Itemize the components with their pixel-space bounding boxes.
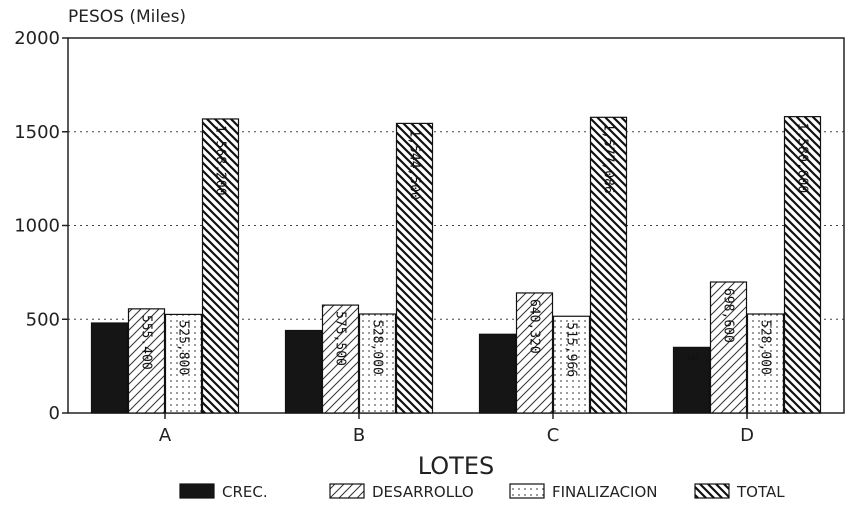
data-label: 515,966 bbox=[564, 322, 579, 377]
bar-total-b bbox=[395, 122, 434, 414]
bar-desarrollo-b bbox=[321, 304, 360, 414]
bar-total-c bbox=[589, 116, 628, 414]
bar-crec-b bbox=[284, 329, 323, 414]
data-label: 525,800 bbox=[176, 320, 191, 375]
bar-crec-c bbox=[478, 333, 517, 414]
y-tick-label: 500 bbox=[26, 309, 60, 330]
x-category-label: B bbox=[353, 425, 365, 446]
legend-label: DESARROLLO bbox=[372, 483, 474, 501]
data-label: 575,500 bbox=[333, 311, 348, 366]
x-category-label: A bbox=[159, 425, 172, 446]
bar-crec-a bbox=[90, 322, 129, 414]
bar-finalizacion-d bbox=[746, 313, 785, 414]
bar-total-d bbox=[783, 116, 822, 414]
data-label: 528,000 bbox=[370, 320, 385, 375]
legend-label: CREC. bbox=[222, 483, 268, 501]
legend-swatch bbox=[509, 483, 545, 499]
bar-total-a bbox=[201, 118, 240, 414]
bars: 555.400 525,800 1,568,200 575,500 528,000 1,5… bbox=[90, 116, 822, 414]
data-label: 640,320 bbox=[527, 299, 542, 354]
x-axis-label: LOTES bbox=[418, 452, 494, 480]
data-label: 698,600 bbox=[721, 288, 736, 343]
data-label: 1,580,600 bbox=[795, 123, 810, 193]
x-category-label: C bbox=[547, 425, 560, 446]
x-category-label: D bbox=[740, 425, 754, 446]
bar-desarrollo-a bbox=[127, 308, 166, 414]
data-label: 1,544,500 bbox=[407, 129, 422, 199]
bar-crec-d bbox=[672, 346, 711, 414]
y-tick-label: 2000 bbox=[14, 28, 60, 49]
x-category-labels: A B C D bbox=[159, 413, 754, 446]
bar-desarrollo-d bbox=[709, 281, 748, 414]
bar-finalizacion-c bbox=[552, 315, 591, 414]
data-label: 555.400 bbox=[139, 315, 154, 370]
legend-swatch bbox=[694, 483, 730, 499]
legend-label: TOTAL bbox=[736, 483, 785, 501]
data-label: 1,568,200 bbox=[213, 125, 228, 195]
data-label: 528,000 bbox=[758, 320, 773, 375]
y-tick-label: 1000 bbox=[14, 216, 60, 237]
bar-finalizacion-b bbox=[358, 313, 397, 414]
bar-finalizacion-a bbox=[164, 313, 203, 414]
y-axis-label: PESOS (Miles) bbox=[68, 7, 186, 27]
data-label: 3 bbox=[684, 353, 699, 361]
legend: CREC. DESARROLLO FINALIZACION TOTAL bbox=[179, 483, 785, 501]
y-ticks: 0 500 1000 1500 2000 bbox=[14, 28, 68, 424]
legend-swatch bbox=[179, 483, 215, 499]
legend-label: FINALIZACION bbox=[552, 483, 658, 501]
y-tick-label: 1500 bbox=[14, 122, 60, 143]
bar-desarrollo-c bbox=[515, 292, 554, 414]
y-tick-label: 0 bbox=[49, 403, 60, 424]
data-label: 1,577,086 bbox=[601, 123, 616, 193]
legend-swatch bbox=[329, 483, 365, 499]
